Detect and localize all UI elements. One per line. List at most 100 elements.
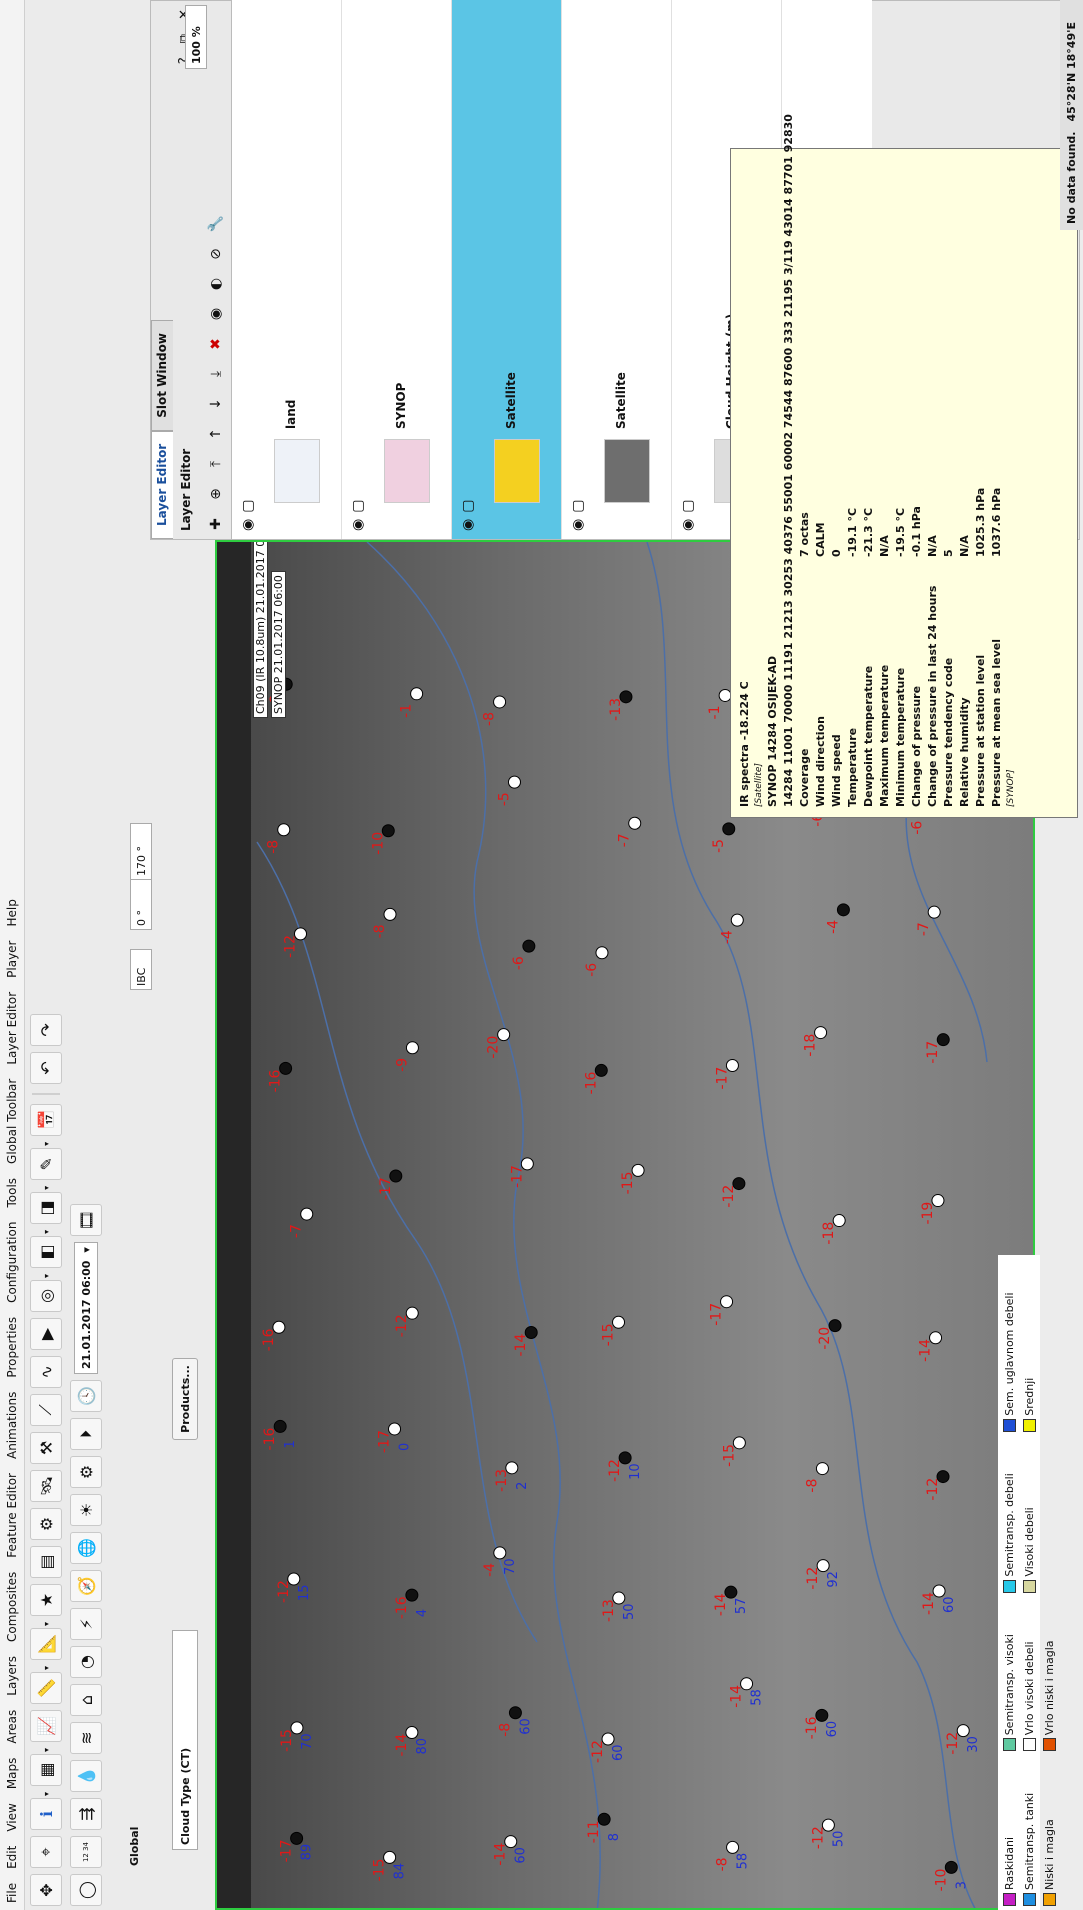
station-marker[interactable]: -18 [803,1026,828,1057]
world-icon[interactable]: ◯ [70,1874,102,1906]
move-top-icon[interactable]: ⤒ [208,460,224,468]
station-marker[interactable]: -17 [714,1059,739,1090]
station-marker[interactable]: -12 60 [590,1732,626,1763]
menu-view[interactable]: View [5,1803,19,1832]
dropdown-arrow-icon[interactable]: ▾ [41,1229,51,1234]
station-marker[interactable]: -4 [719,913,744,944]
station-marker[interactable]: -8 [482,695,507,726]
menu-help[interactable]: Help [5,899,19,927]
ibc-button[interactable]: IBC [130,949,152,990]
dropdown-arrow-icon[interactable]: ▾ [41,1141,51,1146]
station-marker[interactable]: -4 [825,903,850,934]
feature-icon[interactable]: ★ [30,1583,62,1616]
station-marker[interactable]: -12 [394,1306,419,1337]
menu-file[interactable]: File [5,1882,19,1903]
menu-layers[interactable]: Layers [5,1656,19,1696]
date-time-select[interactable]: 21.01.2017 06:00 ▾ [74,1242,98,1374]
station-marker[interactable]: -8 [804,1462,829,1493]
grid-icon[interactable]: ▦ [30,1753,62,1786]
station-marker[interactable]: -17 [925,1033,950,1064]
menu-properties[interactable]: Properties [5,1316,19,1378]
menu-configuration[interactable]: Configuration [5,1221,19,1303]
station-marker[interactable]: -1 [707,688,732,719]
station-marker[interactable]: -7 [916,905,941,936]
ruler-icon[interactable]: 📏 [30,1671,62,1704]
station-marker[interactable]: -16 60 [804,1708,840,1739]
zoom-icon[interactable]: ⌖ [30,1836,62,1868]
target-icon[interactable]: ◎ [30,1279,62,1312]
animation-icon[interactable]: ▤ [30,1545,62,1578]
station-marker[interactable]: -14 [513,1326,538,1357]
station-marker[interactable]: -19 [920,1194,945,1225]
menu-areas[interactable]: Areas [5,1709,19,1744]
station-marker[interactable]: -11 8 [586,1812,622,1843]
station-marker[interactable]: -15 70 [279,1721,315,1752]
menu-layer-editor[interactable]: Layer Editor [5,991,19,1065]
station-marker[interactable]: -12 92 [805,1559,841,1590]
station-marker[interactable]: -15 [620,1163,645,1194]
station-marker[interactable]: -17 [378,1169,403,1200]
station-marker[interactable]: -13 [608,690,633,721]
globe-icon[interactable]: 🌐 [70,1532,102,1564]
chart-icon[interactable]: 📈 [30,1709,62,1742]
visibility-icon[interactable]: ◉ [350,518,366,531]
station-marker[interactable]: -12 30 [945,1724,981,1755]
station-marker[interactable]: -16 [268,1061,293,1092]
map-edit-icon[interactable]: ✎ [30,1147,62,1180]
arrows-icon[interactable]: ⇶ [70,1798,102,1830]
chart-line-icon[interactable]: ⟋ [30,1393,62,1426]
station-marker[interactable]: -12 [925,1470,950,1501]
toggle-layer-icon[interactable]: ◐ [208,277,224,291]
station-marker[interactable]: -13 50 [601,1591,637,1622]
cloud-type-select[interactable]: Cloud Type (CT) [172,1630,198,1850]
station-marker[interactable]: -6 [584,946,609,977]
menu-animations[interactable]: Animations [5,1391,19,1460]
station-marker[interactable]: -13 2 [494,1461,530,1492]
station-marker[interactable]: -7 [289,1207,314,1238]
station-marker[interactable]: -15 84 [372,1850,408,1881]
move-bottom-icon[interactable]: ⤓ [208,370,224,378]
tools-icon[interactable]: ⚒ [30,1431,62,1464]
properties-icon[interactable]: ⚙ [30,1507,62,1540]
layer-row[interactable]: ◉ ▢ Satellite [452,0,562,539]
station-marker[interactable]: -16 4 [394,1588,430,1619]
menu-feature-editor[interactable]: Feature Editor [5,1473,19,1558]
menu-composites[interactable]: Composites [5,1571,19,1642]
add-layer-icon[interactable]: ✚ [208,518,224,530]
station-icon[interactable]: ⌂ [70,1684,102,1716]
dropdown-arrow-icon[interactable]: ▾ [41,1185,51,1190]
station-marker[interactable]: -6 [511,939,536,970]
undo-icon[interactable]: ↶ [30,1051,62,1084]
layer-lock-icon[interactable]: ▢ [240,499,256,513]
station-marker[interactable]: -12 50 [810,1818,846,1849]
station-marker[interactable]: -14 60 [493,1835,529,1866]
station-marker[interactable]: -8 58 [715,1840,751,1871]
station-marker[interactable]: -20 [817,1319,842,1350]
station-marker[interactable]: -14 80 [394,1726,430,1757]
clock-icon[interactable]: 🕓 [70,1380,102,1412]
compass-icon[interactable]: 🧭 [70,1570,102,1602]
dropdown-arrow-icon[interactable]: ▾ [41,1747,51,1752]
layer-row[interactable]: ◉ ▢ Satellite [562,0,672,539]
add-time-layer-icon[interactable]: ⊕ [208,488,224,500]
station-marker[interactable]: -12 15 [276,1572,312,1603]
station-marker[interactable]: -4 70 [482,1546,518,1577]
station-marker[interactable]: -14 60 [921,1584,957,1615]
station-marker[interactable]: -15 [601,1315,626,1346]
play-icon[interactable]: ⏵ [70,1418,102,1450]
remove-layer-icon[interactable]: ⊘ [208,248,224,260]
move-up-icon[interactable]: ↑ [208,428,224,440]
products-button[interactable]: Products... [172,1358,198,1440]
station-marker[interactable]: -12 [282,927,307,958]
menu-tools[interactable]: Tools [5,1177,19,1208]
tab-slot-window[interactable]: Slot Window [151,320,173,431]
numbers-icon[interactable]: 12 34 [70,1836,102,1868]
calendar-icon[interactable]: 📅 [30,1103,62,1136]
station-marker[interactable]: -17 89 [279,1831,315,1862]
station-marker[interactable]: -16 [261,1320,286,1351]
layer-row[interactable]: ◉ ▢ land [232,0,342,539]
sun-icon[interactable]: ☀ [70,1494,102,1526]
layer-grid-icon[interactable]: ◨ [30,1191,62,1224]
station-marker[interactable]: -8 [372,907,397,938]
visibility-icon[interactable]: ◉ [570,518,586,531]
